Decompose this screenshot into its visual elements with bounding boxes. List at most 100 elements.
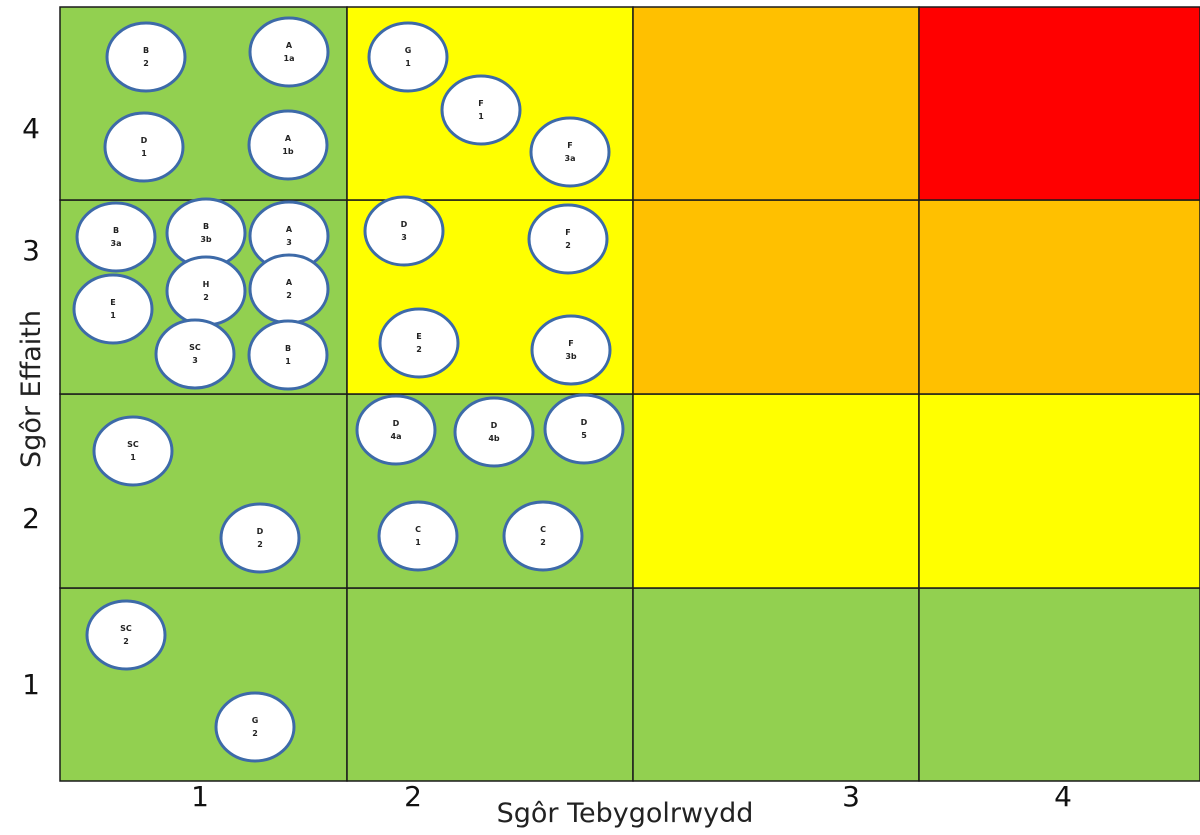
risk-bubble: C1 <box>377 500 459 572</box>
risk-bubble: D2 <box>219 502 301 574</box>
risk-bubble: G1 <box>367 21 449 93</box>
bubble-circle <box>530 314 612 386</box>
bubble-circle <box>502 500 584 572</box>
bubble-circle <box>165 255 247 327</box>
bubble-circle <box>248 253 330 325</box>
risk-bubble: A 1b <box>247 109 329 181</box>
bubble-circle <box>103 111 185 183</box>
cell-x1-y2 <box>59 393 348 589</box>
x-axis-label: Sgôr Tebygolrwydd <box>497 798 754 829</box>
y-tick-label: 4 <box>22 112 40 145</box>
bubble-label-category: D <box>393 419 400 428</box>
bubble-label-category: B <box>285 344 291 353</box>
risk-bubble: E2 <box>378 307 460 379</box>
bubble-label-id: 1 <box>110 311 116 320</box>
bubble-label-id: 2 <box>143 59 149 68</box>
bubble-label-category: C <box>415 525 421 534</box>
y-axis-ticks: 1 2 3 4 <box>22 112 40 701</box>
bubble-label-id: 1 <box>285 357 291 366</box>
y-tick-label: 3 <box>22 234 40 267</box>
risk-bubble: D3 <box>363 195 445 267</box>
bubble-label-category: B <box>143 46 149 55</box>
risk-bubble: E1 <box>72 273 154 345</box>
bubble-circle <box>105 21 187 93</box>
risk-bubble: SC 2 <box>85 599 167 671</box>
bubble-circle <box>363 195 445 267</box>
bubble-label-id: 2 <box>252 729 258 738</box>
bubble-label-id: 1b <box>282 147 294 156</box>
x-axis-ticks: 1 2 3 4 <box>191 780 1072 813</box>
bubble-circle <box>247 319 329 391</box>
bubble-label-id: 1 <box>130 453 136 462</box>
bubble-label-category: D <box>257 527 264 536</box>
bubble-circle <box>529 116 611 188</box>
bubble-label-category: F <box>568 339 573 348</box>
x-tick-label: 3 <box>842 780 860 813</box>
bubble-label-id: 4b <box>488 434 500 443</box>
bubble-label-category: F <box>565 228 570 237</box>
bubble-label-id: 1 <box>415 538 421 547</box>
bubble-label-id: 3b <box>565 352 577 361</box>
bubble-label-id: 3 <box>401 233 407 242</box>
bubble-label-category: C <box>540 525 546 534</box>
bubble-circle <box>377 500 459 572</box>
bubble-circle <box>355 394 437 466</box>
cell-x3-y2 <box>632 393 920 589</box>
bubble-label-category: F <box>567 141 572 150</box>
risk-bubble: F 3a <box>529 116 611 188</box>
risk-bubble: SC 1 <box>92 415 174 487</box>
bubble-label-category: A <box>286 225 293 234</box>
bubble-circle <box>154 318 236 390</box>
bubble-label-id: 2 <box>540 538 546 547</box>
x-tick-label: 4 <box>1054 780 1072 813</box>
risk-bubble: F2 <box>527 203 609 275</box>
bubble-circle <box>440 74 522 146</box>
bubble-circle <box>367 21 449 93</box>
bubble-circle <box>453 396 535 468</box>
risk-bubbles: B2A1aD1A1bG1F1F3aB3aB3bA3H2A2E1SC3B1D3F2… <box>72 16 625 763</box>
bubble-label-category: A <box>286 41 293 50</box>
bubble-label-id: 2 <box>286 291 292 300</box>
risk-bubble: SC 3 <box>154 318 236 390</box>
risk-bubble: A2 <box>248 253 330 325</box>
bubble-label-id: 3b <box>200 235 212 244</box>
bubble-label-category: G <box>252 716 259 725</box>
risk-bubble: D 4b <box>453 396 535 468</box>
bubble-label-id: 2 <box>123 637 129 646</box>
bubble-label-category: E <box>110 298 115 307</box>
risk-bubble: F1 <box>440 74 522 146</box>
y-axis-label: Sgôr Effaith <box>16 310 47 468</box>
bubble-label-category: A <box>285 134 292 143</box>
bubble-label-category: SC <box>120 624 132 633</box>
bubble-circle <box>92 415 174 487</box>
x-tick-label: 2 <box>404 780 422 813</box>
cell-x4-y2 <box>918 393 1200 589</box>
bubble-label-category: D <box>491 421 498 430</box>
bubble-label-id: 3 <box>286 238 292 247</box>
bubble-label-id: 2 <box>203 293 209 302</box>
bubble-label-category: A <box>286 278 293 287</box>
bubble-label-category: B <box>203 222 209 231</box>
cell-x3-y1 <box>632 587 920 782</box>
risk-bubble: A 1a <box>248 16 330 88</box>
bubble-label-category: D <box>401 220 408 229</box>
risk-bubble: D1 <box>103 111 185 183</box>
bubble-circle <box>378 307 460 379</box>
risk-bubble: H2 <box>165 255 247 327</box>
bubble-label-id: 3a <box>111 239 122 248</box>
bubble-label-id: 2 <box>257 540 263 549</box>
bubble-label-id: 5 <box>581 431 587 440</box>
bubble-label-id: 1 <box>478 112 484 121</box>
matrix-cells <box>59 6 1200 782</box>
x-tick-label: 1 <box>191 780 209 813</box>
cell-x3-y3 <box>632 199 920 395</box>
bubble-circle <box>72 273 154 345</box>
bubble-circle <box>85 599 167 671</box>
bubble-circle <box>219 502 301 574</box>
risk-bubble: D5 <box>543 393 625 465</box>
bubble-label-id: 3a <box>565 154 576 163</box>
cell-x3-y4 <box>632 6 920 201</box>
bubble-label-category: SC <box>127 440 139 449</box>
cell-x2-y1 <box>346 587 634 782</box>
bubble-label-category: G <box>405 46 412 55</box>
